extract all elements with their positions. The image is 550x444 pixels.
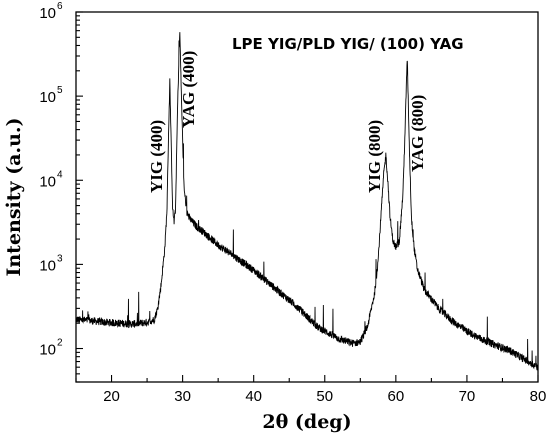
y-tick-label: 10 xyxy=(39,173,56,190)
plot-frame xyxy=(75,11,539,383)
series-layer xyxy=(76,32,538,371)
y-tick-base: 10 xyxy=(39,5,56,22)
y-tick-exponent: 5 xyxy=(57,85,63,96)
y-tick-base: 10 xyxy=(39,89,56,106)
x-tick-label: 20 xyxy=(103,388,120,405)
x-tick-label: 80 xyxy=(530,388,547,405)
series-line-0 xyxy=(76,32,538,371)
x-tick-label: 50 xyxy=(316,388,333,405)
x-tick-label: 70 xyxy=(459,388,476,405)
y-tick-exponent: 3 xyxy=(57,253,63,264)
y-axis-title: Intensity (a.u.) xyxy=(3,117,25,276)
y-tick-label: 10 xyxy=(39,89,56,106)
peak-label: YAG (800) xyxy=(408,95,427,172)
y-tick-base: 10 xyxy=(39,257,56,274)
peak-label: YAG (400) xyxy=(179,51,198,128)
y-tick-exponent: 4 xyxy=(57,169,63,180)
y-tick-label: 10 xyxy=(39,5,56,22)
y-axis-title-group: Intensity (a.u.) xyxy=(3,117,25,276)
x-tick-label: 60 xyxy=(388,388,405,405)
peak-label: YIG (400) xyxy=(147,120,166,193)
y-tick-exponent: 2 xyxy=(57,338,63,349)
x-tick-label: 40 xyxy=(245,388,262,405)
y-tick-label: 10 xyxy=(39,342,56,359)
x-tick-label: 30 xyxy=(174,388,191,405)
peak-label: YIG (800) xyxy=(365,120,384,193)
y-tick-base: 10 xyxy=(39,342,56,359)
y-tick-exponent: 6 xyxy=(57,1,63,12)
y-tick-base: 10 xyxy=(39,173,56,190)
x-axis-title: 2θ (deg) xyxy=(262,411,351,433)
chart-title: LPE YIG/PLD YIG/ (100) YAG xyxy=(232,35,464,53)
y-tick-label: 10 xyxy=(39,257,56,274)
x-axis: 20 30 40 50 60 70 80 xyxy=(75,375,547,405)
peak-labels: YIG (400) YAG (400) YIG (800) YAG (800) xyxy=(147,51,427,193)
